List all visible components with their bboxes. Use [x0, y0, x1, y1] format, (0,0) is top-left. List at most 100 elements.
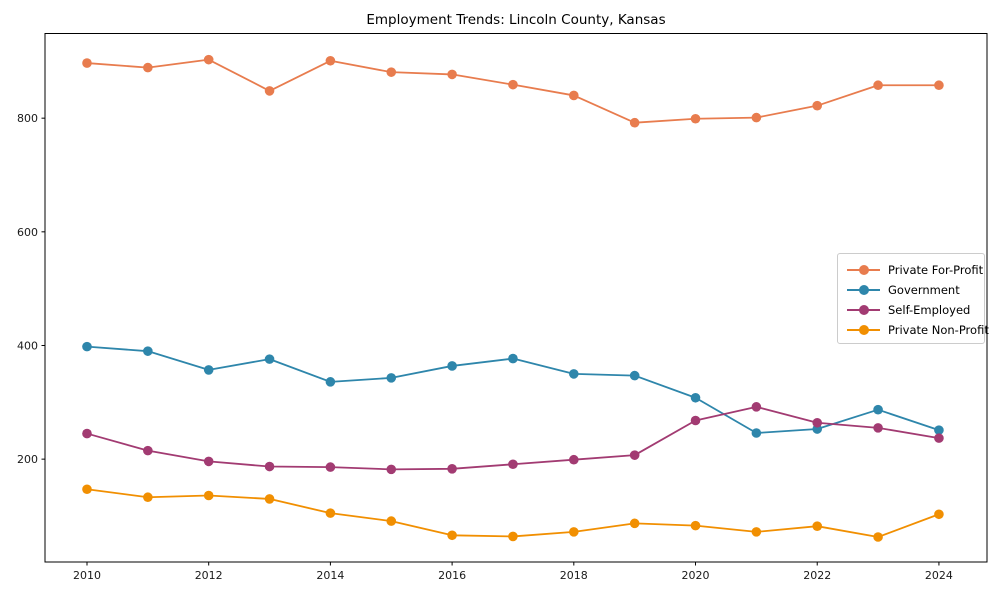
- data-point-private-for-profit-2016: [447, 69, 457, 80]
- data-point-private-non-profit-2020: [690, 520, 701, 531]
- x-tick-label: 2022: [803, 569, 831, 582]
- legend-item-private-for-profit: Private For-Profit: [847, 260, 983, 279]
- x-tick-label: 2020: [682, 569, 710, 582]
- data-point-private-non-profit-2024: [934, 509, 944, 520]
- legend-label: Private For-Profit: [888, 262, 984, 277]
- data-point-government-2015: [386, 373, 397, 383]
- data-point-private-non-profit-2013: [264, 494, 275, 504]
- x-tick-label: 2016: [438, 569, 466, 582]
- legend-marker-icon: [858, 324, 869, 335]
- data-point-government-2014: [325, 377, 336, 387]
- data-point-government-2010: [82, 341, 92, 352]
- data-point-government-2012: [203, 365, 214, 375]
- data-point-private-non-profit-2023: [873, 532, 883, 542]
- data-point-private-for-profit-2023: [873, 80, 883, 91]
- data-point-private-for-profit-2013: [264, 86, 275, 96]
- legend-sample-self-employed: [847, 304, 880, 315]
- data-point-government-2017: [508, 353, 518, 364]
- data-point-self-employed-2022: [812, 417, 823, 428]
- legend-label: Private Non-Profit: [888, 322, 989, 337]
- data-point-government-2020: [690, 392, 701, 403]
- legend-item-self-employed: Self-Employed: [847, 300, 976, 319]
- data-point-self-employed-2010: [82, 428, 92, 439]
- data-point-self-employed-2021: [751, 402, 762, 412]
- data-point-private-for-profit-2010: [82, 58, 92, 68]
- data-point-private-for-profit-2020: [690, 113, 701, 124]
- series-private-for-profit: [82, 54, 944, 128]
- data-point-private-for-profit-2012: [203, 54, 214, 65]
- legend-marker-icon: [858, 304, 869, 315]
- x-tick-label: 2014: [316, 569, 344, 582]
- data-point-private-non-profit-2022: [812, 521, 823, 531]
- data-point-self-employed-2014: [325, 462, 336, 472]
- series-private-non-profit: [82, 484, 944, 542]
- data-point-private-for-profit-2014: [325, 55, 336, 66]
- series-line-private-non-profit: [86, 488, 940, 538]
- legend-sample-government: [847, 284, 880, 295]
- legend-label: Self-Employed: [888, 302, 971, 317]
- data-point-self-employed-2015: [386, 464, 397, 475]
- data-point-self-employed-2016: [447, 464, 457, 474]
- series-self-employed: [82, 402, 944, 475]
- data-point-self-employed-2019: [629, 450, 640, 460]
- legend-item-private-non-profit: Private Non-Profit: [847, 320, 989, 339]
- data-point-private-non-profit-2019: [629, 518, 640, 529]
- data-point-private-for-profit-2017: [508, 79, 518, 90]
- data-point-private-non-profit-2011: [143, 492, 153, 503]
- series-government: [82, 341, 944, 438]
- legend-label: Government: [888, 282, 960, 297]
- x-axis: 2010 2012 2014 2016 2018 2020 2022 2024: [73, 562, 953, 582]
- legend-item-government: Government: [847, 280, 976, 299]
- data-point-government-2013: [264, 354, 275, 364]
- series-line-private-for-profit: [86, 58, 940, 124]
- data-point-private-for-profit-2018: [569, 90, 579, 101]
- data-point-government-2019: [629, 370, 640, 381]
- data-point-private-non-profit-2021: [751, 527, 762, 537]
- data-point-government-2011: [143, 346, 153, 356]
- data-point-self-employed-2018: [569, 454, 579, 465]
- data-point-private-non-profit-2015: [386, 516, 397, 526]
- data-point-self-employed-2023: [873, 423, 883, 433]
- legend: Private For-Profit Government Self-Employe…: [837, 253, 989, 344]
- data-point-private-for-profit-2015: [386, 67, 397, 77]
- legend-marker-icon: [858, 264, 869, 275]
- data-point-government-2021: [751, 428, 762, 438]
- x-tick-label: 2018: [560, 569, 588, 582]
- x-tick-label: 2024: [925, 569, 953, 582]
- data-point-private-non-profit-2014: [325, 508, 336, 518]
- data-point-government-2023: [873, 404, 883, 415]
- y-axis: 200 400 600 800: [17, 112, 45, 466]
- chart-title: Employment Trends: Lincoln County, Kansa…: [366, 12, 666, 28]
- legend-sample-private-non-profit: [847, 324, 880, 335]
- data-point-private-non-profit-2018: [569, 527, 579, 537]
- y-tick-label: 400: [17, 339, 38, 352]
- data-point-private-for-profit-2024: [934, 80, 944, 91]
- data-point-private-non-profit-2012: [203, 490, 214, 501]
- data-point-government-2024: [934, 425, 944, 435]
- data-point-private-for-profit-2021: [751, 112, 762, 123]
- data-point-private-non-profit-2010: [82, 484, 92, 495]
- x-tick-label: 2012: [195, 569, 223, 582]
- data-point-self-employed-2011: [143, 445, 153, 456]
- data-point-self-employed-2024: [934, 433, 944, 443]
- data-point-self-employed-2017: [508, 459, 518, 470]
- data-point-government-2016: [447, 361, 457, 371]
- x-tick-label: 2010: [73, 569, 101, 582]
- data-point-self-employed-2012: [203, 456, 214, 467]
- legend-marker-icon: [858, 284, 869, 295]
- data-point-self-employed-2020: [690, 415, 701, 426]
- data-point-government-2018: [569, 369, 579, 379]
- data-point-private-non-profit-2017: [508, 531, 518, 542]
- y-tick-label: 600: [17, 226, 38, 239]
- legend-sample-private-for-profit: [847, 264, 880, 275]
- data-point-private-non-profit-2016: [447, 530, 457, 541]
- y-tick-label: 200: [17, 453, 38, 466]
- data-point-private-for-profit-2019: [629, 117, 640, 128]
- y-tick-label: 800: [17, 112, 38, 125]
- data-point-private-for-profit-2022: [812, 100, 823, 111]
- data-point-private-for-profit-2011: [143, 62, 153, 73]
- data-point-self-employed-2013: [264, 461, 275, 472]
- axes-frame: [44, 33, 988, 563]
